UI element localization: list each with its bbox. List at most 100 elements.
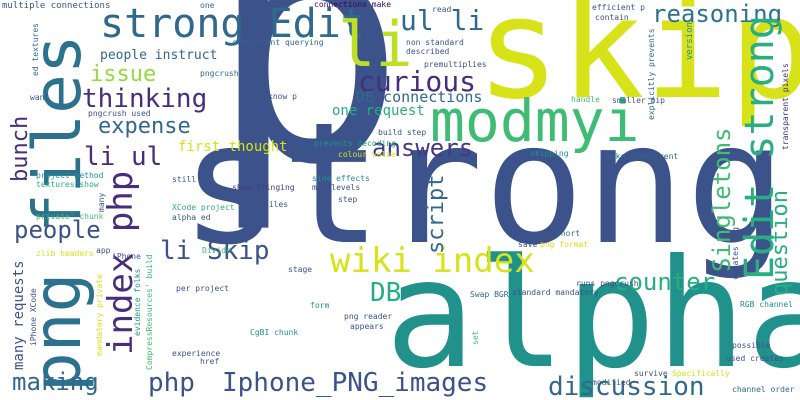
word-li: li: [338, 8, 413, 81]
word-creates-png: creates png: [731, 227, 740, 280]
word-reasoning: reasoning: [652, 0, 783, 28]
word-per-project: per project: [176, 284, 229, 293]
word-textures-show: textures show: [36, 180, 99, 189]
word-survive: survive: [634, 369, 668, 378]
word-bunch: bunch: [8, 115, 33, 182]
word-counter: counter: [614, 268, 716, 296]
word-swap-bgr: Swap BGR: [470, 290, 509, 299]
word-version: version: [685, 22, 695, 60]
word-step: step: [338, 195, 358, 204]
word-modmyi: modmyi: [430, 87, 640, 155]
word-specifically: Specifically: [672, 369, 730, 378]
word-one-request: one request: [332, 103, 425, 119]
word-non-standard: non standard: [406, 38, 464, 47]
word-project-method: project method: [36, 171, 104, 180]
word-short: short: [556, 229, 581, 238]
word-ul-li: ul li: [400, 4, 485, 37]
word-smaller-mip: smaller mip: [612, 96, 665, 105]
word-runs-pngcrush: runs pngcrush: [576, 279, 639, 288]
word-png-reader: png reader: [344, 312, 393, 321]
word-many: many: [97, 192, 106, 212]
word-save: save: [518, 240, 538, 249]
word-skipping: skipping: [530, 149, 569, 158]
word-li-ul: li ul: [84, 142, 163, 172]
word-issue: issue: [90, 62, 157, 87]
word-people-instruct: people instruct: [100, 48, 218, 63]
word-iphone-xcode: iPhone XCode: [29, 288, 38, 346]
word-answers: answers: [372, 134, 474, 162]
word-compressresources-build: CompressResources' build: [145, 254, 154, 370]
word-alpha: alpha: [385, 228, 800, 400]
word-first-thought: first thought: [178, 139, 288, 155]
word-channel-order: channel order: [732, 385, 795, 394]
word-set: set: [471, 330, 480, 345]
word-rgb-channel: RGB channel: [740, 300, 793, 309]
word-expense: expense: [98, 114, 191, 139]
word-handle: handle: [571, 95, 600, 104]
word-p-large: p: [208, 0, 407, 237]
word-zlib-headers: zlib headers: [36, 249, 94, 258]
word-still: still: [172, 175, 197, 184]
word-cgbi-chunk: CgBI chunk: [250, 328, 299, 337]
word-experience: experience: [172, 349, 221, 358]
word-people: people: [14, 216, 101, 244]
word-side-effects: side effects: [312, 174, 370, 183]
word-iphone-png-images: Iphone_PNG_images: [222, 368, 489, 398]
word-multiple-connections: multiple connections: [2, 1, 111, 11]
word-know-p: know p: [268, 92, 297, 101]
word-pngcrush: pngcrush: [200, 69, 239, 78]
word-making: making: [12, 368, 99, 396]
word-contain: contain: [595, 13, 629, 22]
word-used-creates: used creates: [726, 354, 784, 363]
word-mandatory-private: mandatory private: [95, 274, 104, 356]
word-curious: curious: [358, 65, 477, 98]
word-read: read: [432, 5, 452, 14]
word-files: files: [264, 200, 289, 209]
word-strong: strong: [180, 86, 787, 282]
word-described: described: [406, 47, 450, 56]
word-form: form: [310, 301, 330, 310]
word-efficient-p: efficient p: [592, 3, 645, 12]
word-pngcrush-used: pngcrush used: [88, 109, 151, 118]
word-script: script: [424, 174, 449, 254]
word-build-step: build step: [378, 128, 427, 137]
word-alpha-ed: alpha ed: [172, 213, 211, 222]
word-evidence-folks: evidence folks: [133, 268, 142, 336]
word-modified: modified: [592, 378, 631, 387]
word-premultiplies: premultiplies: [424, 60, 487, 69]
word-appears: appears: [350, 322, 384, 331]
word-mip-levels: mip levels: [312, 183, 361, 192]
word-db-connections: DB connections: [356, 88, 483, 106]
word-png-format: png format: [540, 240, 589, 249]
word-xcode-project: XCode project: [172, 203, 235, 212]
word-divide: Divide: [202, 246, 231, 255]
word-want: want: [30, 93, 50, 102]
word-wiki-index: wiki index: [330, 241, 535, 281]
word-href: href: [200, 357, 220, 366]
word-private-chunk: private' chunk: [36, 212, 104, 221]
word-show-fringing: show fringing: [232, 183, 295, 192]
word-stage: stage: [288, 265, 313, 274]
word-strong-edit: strong Edit: [100, 1, 365, 47]
word-ed-textures: ed textures: [31, 23, 40, 76]
word-make-concurrent: make concurrent: [606, 152, 679, 161]
word-db: DB: [370, 278, 402, 308]
word-possible: possible: [732, 341, 771, 350]
word-explicitly-prevents: explicitly prevents: [647, 28, 656, 120]
word-discussion: discussion: [548, 372, 705, 400]
word-one: one: [200, 1, 215, 10]
word-colour-value: colour value: [338, 150, 396, 159]
word-many-requests: many requests: [11, 260, 27, 370]
word-thinking: thinking: [82, 84, 208, 114]
word-skip: skip: [476, 0, 800, 131]
word-li-skip: li Skip: [160, 236, 270, 266]
word-standard-mandatory: standard mandatory: [512, 288, 599, 297]
word-iphone: iPhone: [112, 252, 141, 261]
word-transparent-pixels: transparent pixels: [781, 63, 790, 150]
word-question: question: [768, 190, 793, 296]
word-connections-make: connections make: [314, 0, 392, 9]
word-app: app: [96, 246, 111, 255]
word-concurrent-querying: concurrent querying: [232, 38, 324, 47]
word-php: php: [148, 368, 195, 398]
